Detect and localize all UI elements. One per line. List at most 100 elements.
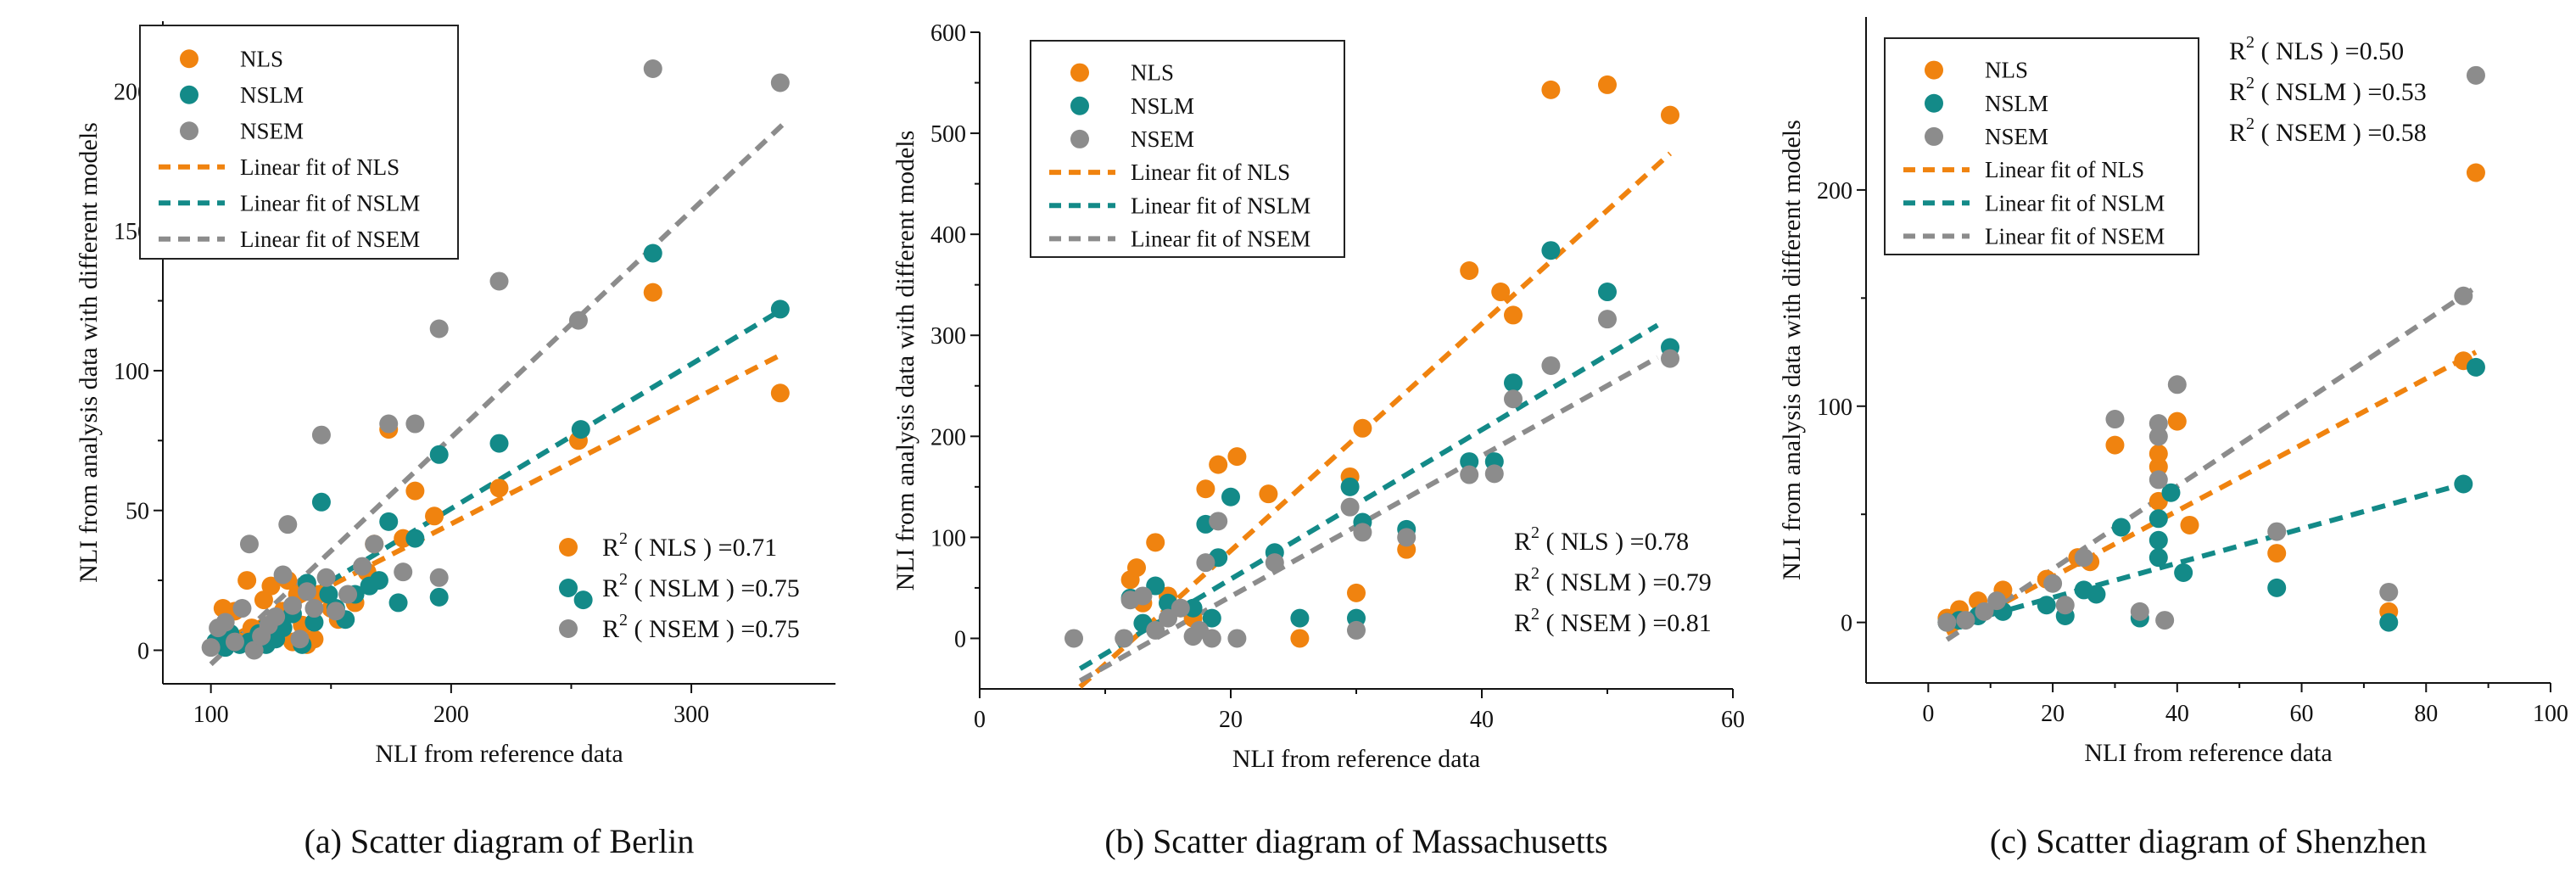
legend-label: Linear fit of NSEM xyxy=(240,227,420,252)
point-nslm xyxy=(2149,548,2168,568)
x-tick-label: 300 xyxy=(673,702,709,728)
point-nls xyxy=(1347,583,1366,602)
y-tick-label: 100 xyxy=(930,525,966,551)
point-nslm xyxy=(2379,613,2399,632)
fit-line-nsem xyxy=(1945,285,2478,642)
point-nsem xyxy=(244,641,264,660)
legend-marker-nsem xyxy=(180,121,198,141)
r2-symbol: R xyxy=(602,615,619,643)
legend-label: NLS xyxy=(240,46,283,71)
x-tick-label: 100 xyxy=(2533,701,2568,727)
point-nsem xyxy=(1115,629,1134,648)
point-nsem xyxy=(489,271,509,291)
legend-marker-nslm xyxy=(1925,93,1943,113)
r2-annotation: R2 ( NSLM ) =0.53 xyxy=(2229,74,2427,106)
r2-marker-nslm xyxy=(559,579,578,597)
point-nsem xyxy=(1133,586,1153,606)
r2-superscript: 2 xyxy=(1531,605,1539,624)
fit-line-nls xyxy=(1078,151,1673,689)
caption: (a) Scatter diagram of Berlin xyxy=(305,822,695,860)
r2-symbol: R xyxy=(2229,78,2246,106)
point-nls xyxy=(1353,418,1372,438)
point-nsem xyxy=(1541,355,1561,375)
r2-symbol: R xyxy=(1514,609,1531,637)
legend-marker-nslm xyxy=(1070,96,1089,115)
r2-value: ( NSEM ) =0.81 xyxy=(1539,609,1712,637)
point-nls xyxy=(770,383,790,403)
x-tick-label: 20 xyxy=(2041,701,2065,727)
point-nls xyxy=(1491,283,1511,302)
legend-label: Linear fit of NLS xyxy=(1131,159,1290,185)
point-nsem xyxy=(2055,596,2075,615)
legend-label: NLS xyxy=(1985,58,2028,83)
point-nslm xyxy=(2087,585,2106,604)
y-tick-label: 50 xyxy=(126,499,149,525)
point-nsem xyxy=(2043,574,2063,593)
x-tick-label: 60 xyxy=(2290,701,2314,727)
point-nsem xyxy=(1397,528,1417,547)
r2-superscript: 2 xyxy=(2246,115,2255,133)
point-nslm xyxy=(1340,477,1360,496)
chart-shenzhen: 0 20 40 60 80 100 0 100 200 NLI from reference da… xyxy=(1778,17,2568,860)
r2-annotation: R2 ( NLS ) =0.71 xyxy=(602,529,777,562)
r2-superscript: 2 xyxy=(2246,33,2255,52)
point-nslm xyxy=(305,613,324,632)
r2-marker-nsem xyxy=(559,619,578,638)
point-nsem xyxy=(2267,522,2287,541)
point-nsem xyxy=(1598,310,1617,329)
r2-symbol: R xyxy=(2229,37,2246,65)
r2-superscript: 2 xyxy=(1531,564,1539,583)
point-nls xyxy=(1259,484,1278,504)
x-tick-label: 60 xyxy=(1721,707,1745,733)
x-tick-label: 100 xyxy=(193,702,229,728)
r2-value: ( NSEM ) =0.58 xyxy=(2255,119,2427,147)
point-nslm xyxy=(429,445,449,464)
r2-symbol: R xyxy=(1514,568,1531,596)
point-nls xyxy=(2149,457,2168,477)
point-nsem xyxy=(239,534,259,554)
point-nls xyxy=(2267,544,2287,563)
point-nsem xyxy=(2149,414,2168,434)
point-nsem xyxy=(1202,629,1221,648)
point-nls xyxy=(254,590,273,610)
r2-symbol: R xyxy=(2229,119,2246,147)
r2-annotation: R2 ( NLS ) =0.50 xyxy=(2229,33,2404,65)
y-tick-label: 100 xyxy=(114,359,149,385)
x-tick-label: 200 xyxy=(433,702,469,728)
y-tick-label: 300 xyxy=(930,323,966,350)
point-nls xyxy=(405,481,425,501)
point-nsem xyxy=(297,582,316,602)
point-nsem xyxy=(225,632,244,652)
r2-value: ( NSEM ) =0.75 xyxy=(628,615,800,643)
legend-label: Linear fit of NLS xyxy=(240,154,400,180)
r2-symbol: R xyxy=(602,574,619,602)
r2-annotation: R2 ( NSEM ) =0.58 xyxy=(2229,115,2427,147)
point-nsem xyxy=(1265,553,1284,573)
point-nls xyxy=(1127,558,1146,578)
point-nls xyxy=(1504,305,1523,325)
point-nsem xyxy=(2149,470,2168,490)
y-axis-label: NLI from analysis data with different mo… xyxy=(1778,120,1806,580)
legend-marker-nls xyxy=(1070,63,1089,82)
point-nsem xyxy=(568,311,588,330)
legend-label: Linear fit of NLS xyxy=(1985,157,2144,182)
point-nslm xyxy=(2174,563,2193,583)
point-nslm xyxy=(1290,608,1310,628)
point-nls xyxy=(1661,105,1679,125)
legend-marker-nls xyxy=(1925,60,1943,80)
point-nslm xyxy=(311,492,331,512)
point-nslm xyxy=(405,529,425,548)
r2-superscript: 2 xyxy=(619,611,628,630)
point-nsem xyxy=(2074,548,2093,568)
point-nslm xyxy=(1598,283,1617,302)
point-nls xyxy=(2466,163,2485,182)
point-nslm xyxy=(571,420,590,439)
point-nls xyxy=(1227,447,1247,467)
point-nsem xyxy=(1937,613,1957,632)
point-nslm xyxy=(1146,576,1165,596)
y-tick-label: 0 xyxy=(137,638,149,664)
y-tick-label: 200 xyxy=(1817,178,1852,204)
